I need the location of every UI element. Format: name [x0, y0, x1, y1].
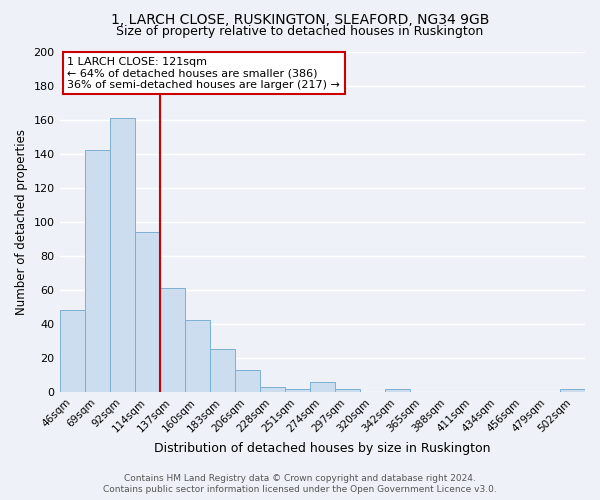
- Text: Contains HM Land Registry data © Crown copyright and database right 2024.
Contai: Contains HM Land Registry data © Crown c…: [103, 474, 497, 494]
- Bar: [335, 388, 360, 392]
- Bar: [134, 232, 160, 392]
- Bar: [560, 388, 585, 392]
- Bar: [285, 388, 310, 392]
- Bar: [260, 387, 285, 392]
- Text: 1, LARCH CLOSE, RUSKINGTON, SLEAFORD, NG34 9GB: 1, LARCH CLOSE, RUSKINGTON, SLEAFORD, NG…: [111, 12, 489, 26]
- Bar: [385, 388, 410, 392]
- Bar: [310, 382, 335, 392]
- Bar: [59, 310, 85, 392]
- Bar: [110, 118, 134, 392]
- Bar: [185, 320, 209, 392]
- X-axis label: Distribution of detached houses by size in Ruskington: Distribution of detached houses by size …: [154, 442, 491, 455]
- Text: 1 LARCH CLOSE: 121sqm
← 64% of detached houses are smaller (386)
36% of semi-det: 1 LARCH CLOSE: 121sqm ← 64% of detached …: [67, 56, 340, 90]
- Bar: [209, 350, 235, 392]
- Bar: [235, 370, 260, 392]
- Bar: [85, 150, 110, 392]
- Y-axis label: Number of detached properties: Number of detached properties: [15, 128, 28, 314]
- Bar: [160, 288, 185, 392]
- Text: Size of property relative to detached houses in Ruskington: Size of property relative to detached ho…: [116, 25, 484, 38]
